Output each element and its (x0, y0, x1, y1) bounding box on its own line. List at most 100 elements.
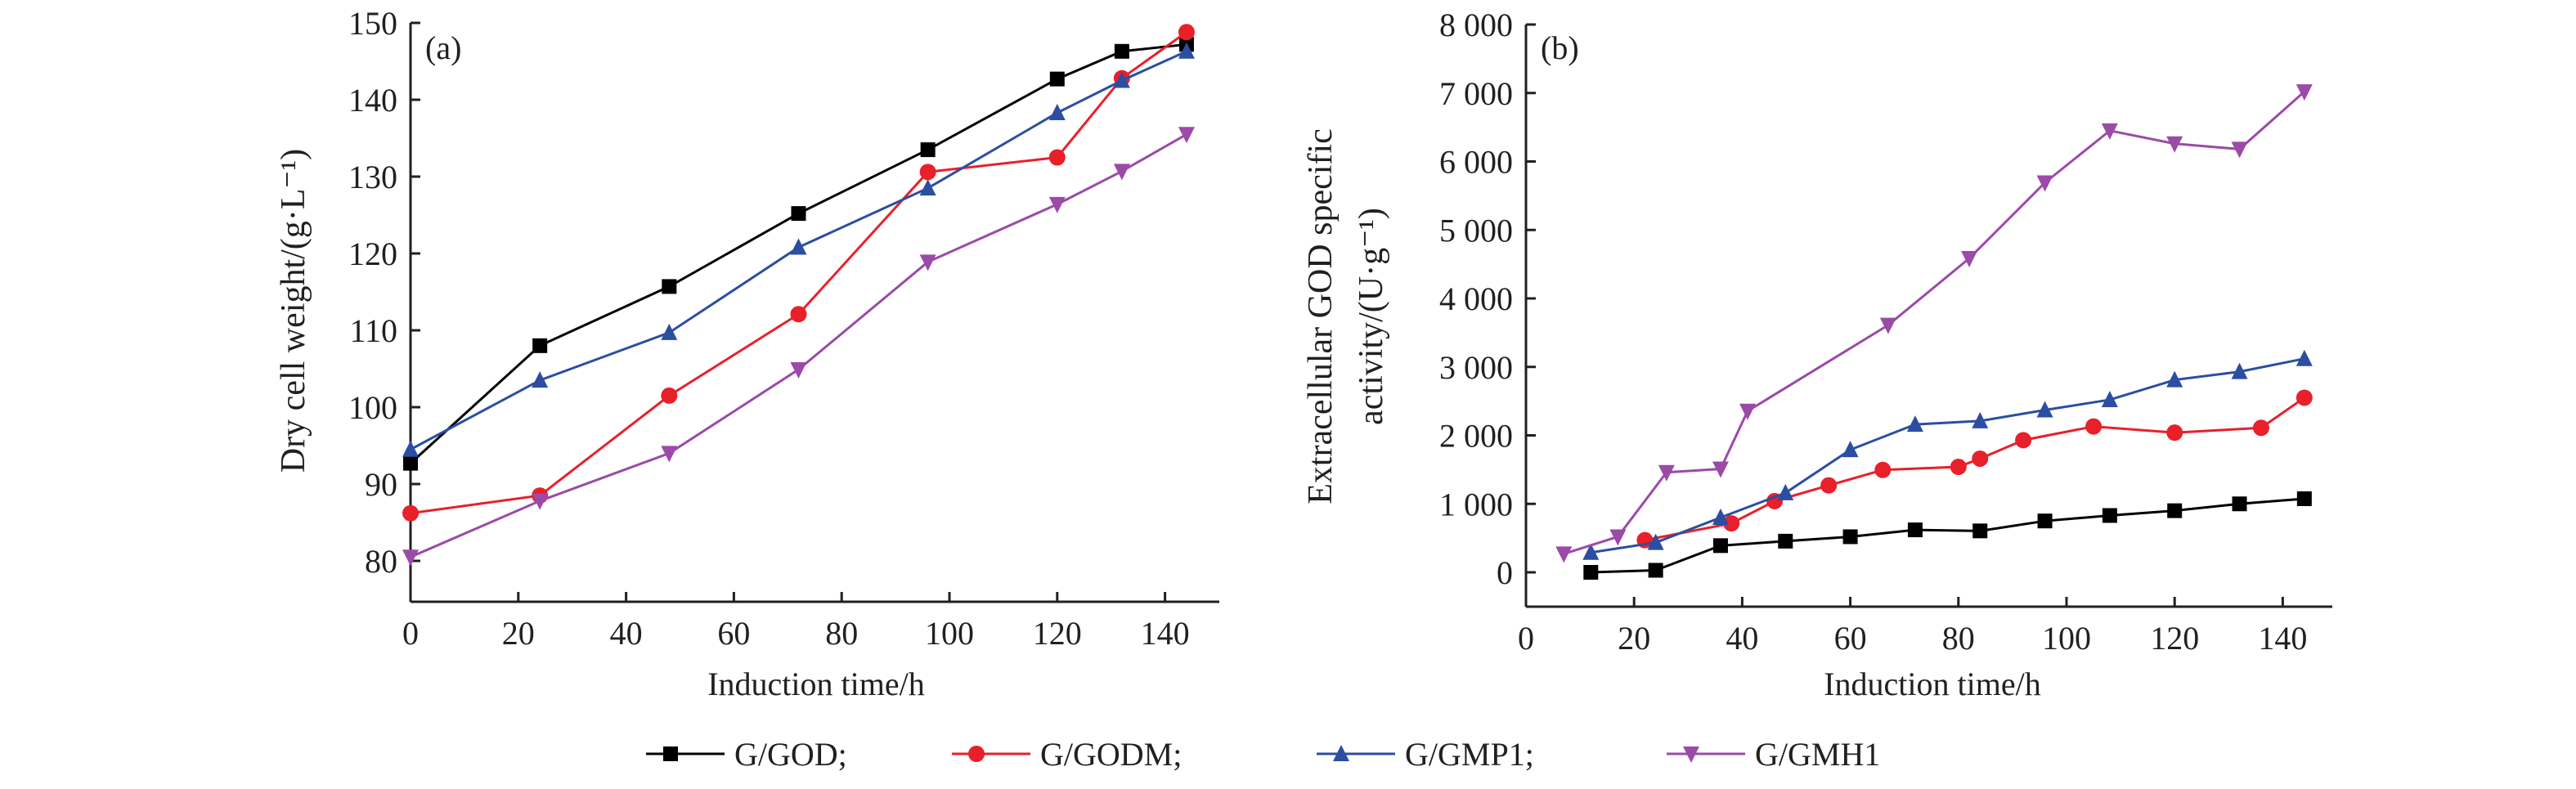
chart-a-point-g-gmh1 (919, 254, 936, 271)
chart-b-point-g-god (1583, 565, 1599, 580)
chart-a-point-g-godm (790, 306, 807, 323)
chart-b-point-g-god (1842, 529, 1858, 545)
chart-a-y-tick-label: 80 (365, 543, 397, 580)
chart-b-point-g-godm (2252, 419, 2269, 437)
chart-b: (b) Induction time/h Extracellular GOD s… (1302, 7, 2332, 702)
chart-a-y-tick-label: 120 (348, 235, 397, 272)
chart-a-y-tick-label: 110 (349, 312, 397, 349)
chart-a-point-g-godm (919, 164, 936, 181)
legend-label: G/GMP1; (1405, 736, 1534, 773)
chart-a-series-line-g-gmh1 (410, 132, 1187, 558)
chart-a-y-tick-label: 130 (348, 159, 397, 195)
chart-a-series-line-g-gmp1 (410, 50, 1187, 451)
chart-a-series-line-g-god (409, 43, 1187, 464)
chart-b-point-g-gmh1 (2231, 141, 2248, 159)
chart-b-point-g-gmp1 (2296, 349, 2313, 366)
chart-b-point-g-godm (1820, 477, 1838, 494)
legend-marker (968, 746, 985, 762)
chart-b-point-g-god (1907, 522, 1923, 538)
chart-a-y-tick-label: 150 (348, 5, 397, 42)
chart-a-point-g-godm (402, 504, 419, 522)
chart-b-y-tick-label: 0 (1497, 554, 1513, 591)
chart-a-x-axis-label: Induction time/h (707, 666, 925, 702)
legend-marker (1683, 746, 1699, 763)
chart-a-panel-label: (a) (425, 29, 461, 66)
chart-a-point-g-gmh1 (1113, 164, 1130, 181)
chart-b-point-g-gmp1 (1842, 441, 1859, 458)
chart-b-point-g-gmp1 (1906, 415, 1923, 433)
chart-a-x-tick-label: 40 (610, 615, 643, 652)
chart-a-point-g-god (1049, 71, 1065, 87)
chart-b-point-g-gmp1 (2036, 401, 2053, 418)
chart-b-point-g-gmh1 (2166, 136, 2183, 153)
chart-b-point-g-godm (1766, 492, 1784, 509)
chart-b-point-g-gmh1 (2101, 123, 2118, 140)
chart-b-y-tick-label: 3 000 (1439, 349, 1513, 386)
chart-b-point-g-god (2296, 491, 2312, 506)
chart-b-point-g-godm (1874, 461, 1892, 478)
legend-marker (1333, 745, 1349, 761)
chart-a-point-g-gmp1 (1178, 42, 1195, 59)
chart-b-point-g-godm (1723, 515, 1740, 532)
chart-b-point-g-godm (2166, 424, 2183, 442)
chart-a-point-g-gmh1 (1178, 127, 1195, 144)
chart-b-x-tick-label: 120 (2150, 620, 2199, 657)
chart-a-point-g-god (662, 279, 677, 294)
chart-b-y-tick-label: 6 000 (1439, 144, 1513, 181)
chart-b-y-tick-label: 8 000 (1439, 7, 1513, 43)
chart-b-point-g-god (1778, 533, 1793, 549)
chart-b-point-g-godm (2015, 432, 2032, 449)
chart-b-point-g-gmp1 (1777, 483, 1794, 500)
chart-a-series-line-g-godm (410, 31, 1187, 515)
chart-b-y-tick-label: 5 000 (1439, 212, 1513, 249)
chart-a-point-g-gmp1 (919, 179, 936, 196)
chart-b-x-tick-label: 140 (2258, 620, 2307, 657)
chart-b-point-g-godm (1950, 459, 1967, 476)
legend-label: G/GMH1 (1755, 736, 1880, 773)
chart-a-point-g-gmh1 (661, 446, 678, 463)
chart-b-point-g-gmh1 (1961, 251, 1978, 268)
chart-b-y-axis-label-line2: activity/(U·g⁻¹) (1353, 208, 1390, 425)
chart-a-x-tick-label: 20 (502, 615, 535, 652)
chart-a-x-tick-label: 100 (925, 615, 974, 652)
chart-a-x-tick-label: 120 (1033, 615, 1082, 652)
chart-b-point-g-gmp1 (1647, 533, 1664, 550)
chart-a-point-g-god (920, 142, 936, 158)
chart-b-point-g-gmh1 (2296, 84, 2313, 101)
chart-a-y-axis-label: Dry cell weight/(g·L⁻¹) (275, 149, 312, 473)
chart-a-point-g-gmh1 (1048, 196, 1066, 213)
chart-a-point-g-gmh1 (402, 549, 419, 567)
chart-b-x-tick-label: 20 (1618, 620, 1650, 657)
chart-b-point-g-god (1648, 563, 1663, 578)
chart-b-point-g-gmh1 (1712, 461, 1729, 478)
chart-a: (a) Induction time/h Dry cell weight/(g·… (275, 5, 1219, 702)
chart-a-point-g-gmp1 (1048, 103, 1066, 120)
chart-a-x-tick-label: 0 (402, 615, 419, 652)
chart-a-point-g-gmp1 (402, 440, 419, 457)
chart-b-point-g-god (1712, 538, 1728, 554)
chart-b-point-g-gmh1 (1609, 529, 1627, 546)
chart-a-y-tick-label: 90 (365, 466, 397, 503)
chart-b-y-tick-label: 2 000 (1439, 418, 1513, 455)
chart-b-panel-label: (b) (1541, 29, 1579, 66)
legend: G/GOD; G/GODM; G/GMP1; G/GMH1 (646, 736, 1880, 773)
chart-a-point-g-gmp1 (1113, 71, 1130, 88)
chart-b-point-g-gmp1 (2166, 370, 2183, 388)
chart-a-point-g-gmh1 (790, 361, 807, 379)
chart-b-y-tick-label: 4 000 (1439, 280, 1513, 317)
chart-a-point-g-god (791, 206, 806, 222)
chart-b-x-axis-label: Induction time/h (1824, 666, 2041, 702)
chart-b-x-tick-label: 0 (1518, 620, 1534, 657)
chart-b-x-tick-label: 100 (2042, 620, 2091, 657)
chart-a-point-g-godm (1178, 24, 1195, 41)
chart-b-series-line-g-gmp1 (1591, 357, 2305, 554)
chart-a-point-g-gmp1 (532, 371, 549, 388)
chart-b-point-g-gmp1 (1712, 509, 1729, 525)
legend-marker (663, 746, 678, 761)
chart-b-series-line-g-god (1591, 497, 2304, 574)
chart-a-point-g-gmp1 (790, 238, 807, 255)
chart-a-point-g-god (532, 338, 548, 353)
chart-b-y-tick-label: 1 000 (1439, 486, 1513, 522)
chart-b-point-g-gmh1 (1555, 546, 1573, 563)
